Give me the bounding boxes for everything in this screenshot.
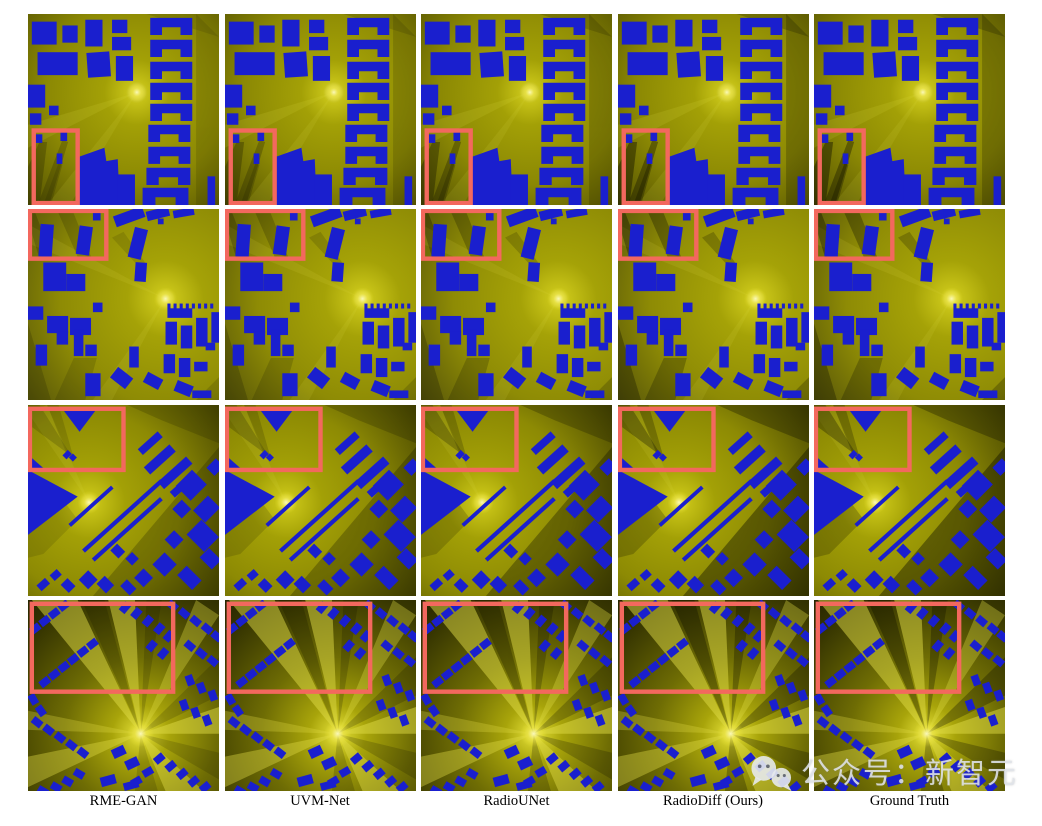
panel-row2-rme-gan — [28, 209, 219, 401]
comparison-grid — [28, 14, 1005, 791]
panel-row1-ground-truth — [814, 14, 1005, 205]
panel-row4-uvm-net — [224, 599, 416, 791]
panel-row1-uvm-net — [224, 14, 416, 205]
panel-row3-ground-truth — [814, 404, 1005, 596]
panel-row1-radiounet — [421, 14, 612, 205]
panel-row2-uvm-net — [224, 209, 416, 401]
column-label-uvm-net: UVM-Net — [290, 793, 350, 809]
column-label-ground-truth: Ground Truth — [869, 793, 950, 809]
column-labels: RME-GAN UVM-Net RadioUNet RadioDiff (Ours) G… — [28, 792, 1005, 810]
column-label-radiounet: RadioUNet — [483, 793, 550, 809]
panel-row3-uvm-net — [224, 404, 416, 596]
column-label-rme-gan: RME-GAN — [89, 793, 158, 809]
panel-row3-radiodiff-ours — [617, 404, 809, 596]
panel-row4-radiounet — [421, 599, 612, 791]
panel-row2-radiodiff-ours — [617, 209, 809, 401]
panel-row2-radiounet — [421, 209, 612, 401]
panel-row4-ground-truth — [814, 599, 1005, 791]
panel-row3-rme-gan — [28, 404, 219, 596]
panel-row1-rme-gan — [28, 14, 219, 205]
panel-row1-radiodiff-ours — [617, 14, 809, 205]
panel-row2-ground-truth — [814, 209, 1005, 401]
panel-row3-radiounet — [421, 404, 612, 596]
panel-row4-rme-gan — [28, 599, 219, 791]
panel-row4-radiodiff-ours — [617, 599, 809, 791]
column-label-radiodiff-ours: RadioDiff (Ours) — [662, 793, 763, 809]
